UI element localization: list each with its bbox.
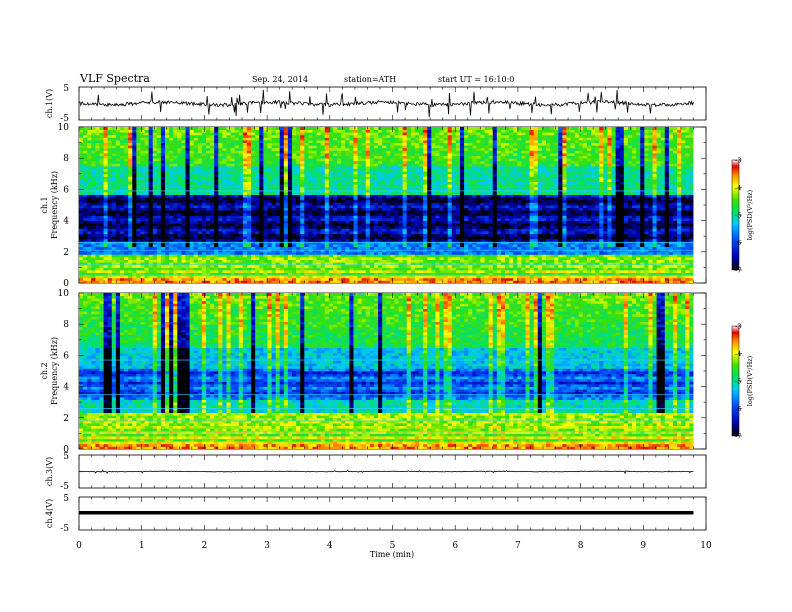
ch4-waveform-ylabel: ch.4(V) xyxy=(45,499,54,528)
time-tick-label: 0 xyxy=(76,541,82,551)
ch3-ytick-bottom: -5 xyxy=(60,482,69,492)
ch1-ytick-top: 5 xyxy=(63,84,69,94)
colorbar-tick-label: -3 xyxy=(735,157,741,165)
frequency-tick-label: 8 xyxy=(63,320,69,330)
time-tick-label: 6 xyxy=(452,541,458,551)
figure-title: VLF Spectra xyxy=(79,72,150,85)
frequency-tick-label: 8 xyxy=(63,154,69,164)
frequency-tick-label: 6 xyxy=(63,351,69,361)
ch1-ytick-bottom: -5 xyxy=(60,114,69,124)
ch4-ytick-bottom: -5 xyxy=(60,524,69,534)
station-label: station=ATH xyxy=(344,75,396,84)
ch1-frequency-ticks: 0 2 4 6 8 10 xyxy=(58,123,706,289)
frequency-tick-label: 2 xyxy=(63,414,69,424)
frequency-tick-label: 6 xyxy=(63,185,69,195)
start-time-label: start UT = 16:10:0 xyxy=(438,75,514,84)
time-tick-label: 1 xyxy=(139,541,145,551)
ch2-frequency-ticks: 0 2 4 6 8 10 xyxy=(58,289,706,455)
time-tick-label: 9 xyxy=(640,541,646,551)
colorbar-tick-label: -4 xyxy=(735,184,741,192)
ch2-spectrogram-ylabel-frequency: Frequency (kHz) xyxy=(50,337,59,405)
time-axis-label: Time (min) xyxy=(370,550,414,559)
ch1-waveform-line xyxy=(78,89,694,118)
colorbar-tick-label: -3 xyxy=(735,323,741,331)
ch1-spectrogram xyxy=(79,127,694,283)
ch2-spectrogram xyxy=(79,293,694,449)
frequency-tick-label: 0 xyxy=(63,445,69,455)
ch3-waveform-ylabel: ch.3(V) xyxy=(45,457,54,486)
colorbar-tick-label: -6 xyxy=(735,405,741,413)
time-tick-label: 8 xyxy=(578,541,584,551)
ch4-waveform-line xyxy=(79,511,694,515)
time-tick-label: 3 xyxy=(264,541,270,551)
frequency-tick-label: 2 xyxy=(63,248,69,258)
frequency-tick-label: 0 xyxy=(63,279,69,289)
ch2-colorbar-label: log(PSD(V²/Hz) xyxy=(746,355,754,406)
ch2-colorbar: -3 -4 -5 -6 -7 log(PSD(V²/Hz) xyxy=(731,323,754,441)
colorbar-tick-label: -5 xyxy=(735,378,741,386)
time-tick-label: 4 xyxy=(327,541,333,551)
ch1-spectrogram-ylabel-channel: ch.1 xyxy=(40,196,49,213)
frequency-tick-label: 4 xyxy=(63,383,69,393)
ch4-ytick-top: 5 xyxy=(63,494,69,504)
frequency-tick-label: 4 xyxy=(63,217,69,227)
frequency-tick-label: 10 xyxy=(58,289,70,299)
colorbar-tick-label: -7 xyxy=(735,267,741,275)
ch1-colorbar: -3 -4 -5 -6 -7 log(PSD(V²/Hz) xyxy=(731,157,754,275)
colorbar-tick-label: -7 xyxy=(735,433,741,441)
colorbar-tick-label: -5 xyxy=(735,212,741,220)
ch2-spectrogram-ylabel-channel: ch.2 xyxy=(40,362,49,379)
time-tick-label: 7 xyxy=(515,541,521,551)
ch3-waveform-line xyxy=(78,469,694,475)
frequency-tick-label: 10 xyxy=(58,123,70,133)
time-axis-ticks: 0 1 2 3 4 5 6 7 8 9 10 xyxy=(76,87,712,551)
time-tick-label: 5 xyxy=(390,541,396,551)
date-label: Sep. 24, 2014 xyxy=(252,75,308,84)
ch1-colorbar-label: log(PSD(V²/Hz) xyxy=(746,189,754,240)
ch3-ytick-top: 5 xyxy=(63,452,69,462)
colorbar-tick-label: -6 xyxy=(735,239,741,247)
time-tick-label: 10 xyxy=(700,541,712,551)
colorbar-tick-label: -4 xyxy=(735,350,741,358)
ch1-spectrogram-ylabel-frequency: Frequency (kHz) xyxy=(50,171,59,239)
ch1-waveform-ylabel: ch.1(V) xyxy=(45,89,54,118)
time-tick-label: 2 xyxy=(202,541,208,551)
